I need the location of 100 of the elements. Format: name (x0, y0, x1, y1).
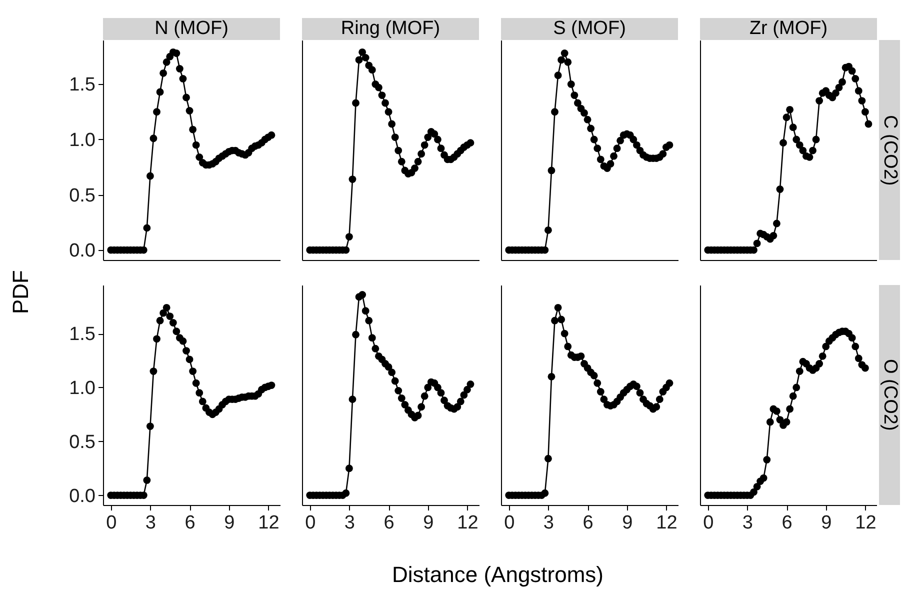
point (355, 56, 363, 64)
point (632, 141, 640, 149)
point (153, 335, 160, 343)
point (776, 416, 784, 424)
point (852, 342, 860, 350)
point (854, 87, 862, 95)
point (799, 146, 807, 154)
point (600, 396, 608, 404)
point (753, 240, 761, 248)
x-tick-label: 9 (622, 512, 633, 534)
point (394, 146, 402, 154)
point (792, 384, 800, 392)
point (172, 328, 180, 336)
point (587, 124, 595, 132)
point (166, 312, 174, 320)
point (198, 398, 206, 406)
point (268, 131, 276, 139)
point (466, 380, 474, 388)
point (594, 379, 602, 387)
x-tick-label: 3 (742, 512, 753, 534)
point (818, 352, 826, 360)
x-tick-label: 9 (821, 512, 832, 534)
x-tick-label: 6 (384, 512, 394, 534)
point (189, 126, 197, 134)
point (816, 360, 824, 368)
point (460, 391, 468, 399)
point (786, 405, 794, 413)
x-tick-label: 12 (855, 512, 876, 534)
point (610, 152, 618, 160)
point (466, 139, 474, 147)
x-tick-label: 6 (782, 512, 792, 534)
point (362, 307, 370, 315)
point (398, 394, 406, 402)
point (541, 489, 549, 497)
point (372, 344, 380, 352)
chart-title: S (MOF) (501, 18, 678, 40)
point (554, 72, 562, 80)
point (544, 454, 552, 462)
point (789, 124, 797, 132)
y-tick-label: 1.5 (69, 324, 96, 346)
point (179, 337, 187, 345)
point (146, 422, 154, 430)
point (440, 396, 448, 404)
point (606, 160, 614, 168)
point (391, 377, 399, 385)
point (812, 136, 820, 144)
chart-title: Ring (MOF) (302, 18, 479, 40)
point (613, 144, 621, 152)
point (858, 97, 866, 105)
chart-title: N (MOF) (103, 18, 280, 40)
point (176, 65, 184, 72)
point (564, 342, 572, 350)
point (358, 48, 366, 56)
point (189, 368, 197, 375)
point (822, 342, 830, 350)
point (570, 92, 578, 99)
point (388, 120, 396, 128)
point (162, 58, 170, 66)
point (424, 134, 432, 141)
point (584, 116, 592, 124)
x-tick-label: 3 (145, 512, 156, 534)
x-tick-label: 3 (344, 512, 355, 534)
point (782, 114, 790, 122)
point (424, 384, 432, 392)
point (854, 354, 862, 362)
point (382, 99, 389, 107)
point (411, 164, 418, 172)
x-tick-label: 0 (504, 512, 515, 534)
y-tick-label: 0.5 (69, 432, 96, 453)
point (864, 120, 872, 128)
point (434, 136, 442, 144)
point (186, 107, 194, 114)
point (806, 153, 814, 161)
point (160, 309, 168, 317)
point (420, 392, 428, 400)
point (384, 108, 392, 116)
point (418, 150, 426, 158)
point (551, 108, 558, 116)
point (388, 368, 396, 376)
point (835, 84, 843, 92)
point (143, 476, 151, 484)
point (567, 80, 575, 88)
x-tick-label: 3 (543, 512, 554, 534)
point (348, 396, 356, 404)
point (832, 89, 840, 97)
point (268, 382, 276, 389)
point (616, 136, 624, 144)
point (196, 153, 204, 161)
point (558, 316, 566, 324)
point (368, 66, 376, 74)
point (770, 232, 778, 240)
x-tick-label: 6 (582, 512, 594, 534)
point (544, 226, 552, 234)
point (786, 106, 794, 114)
x-tick-label: 12 (258, 512, 280, 534)
point (577, 352, 585, 360)
point (590, 136, 598, 144)
point (560, 330, 568, 338)
point (816, 97, 824, 105)
point (551, 316, 558, 324)
